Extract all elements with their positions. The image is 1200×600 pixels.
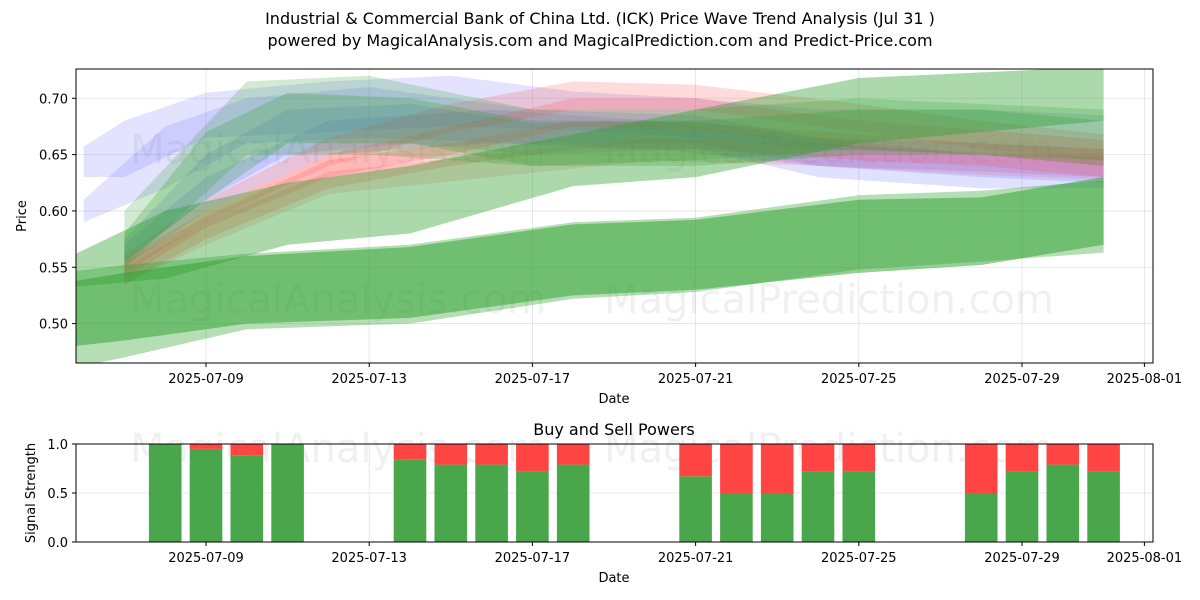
price-band-blue bbox=[124, 103, 1104, 262]
price-band-green bbox=[76, 69, 1104, 287]
buy-power-bar bbox=[434, 464, 468, 542]
price-band-red bbox=[124, 137, 1104, 285]
price-band-blue bbox=[83, 75, 1104, 178]
buy-power-bar bbox=[720, 493, 753, 542]
signal-x-tick-label: 2025-07-13 bbox=[331, 551, 407, 566]
signal-y-axis-label: Signal Strength bbox=[24, 443, 39, 543]
chart-subtitle: powered by MagicalAnalysis.com and Magic… bbox=[267, 31, 933, 50]
price-band-red bbox=[124, 81, 1104, 273]
price-band-red bbox=[124, 120, 1104, 285]
buy-power-bar bbox=[516, 471, 549, 542]
signal-x-axis-label: Date bbox=[598, 571, 629, 586]
signal-x-tick-label: 2025-07-25 bbox=[821, 551, 897, 566]
signal-y-ticks: 0.0 0.5 1.0 bbox=[47, 438, 76, 551]
buy-power-bar bbox=[230, 455, 264, 542]
price-y-tick-label: 0.55 bbox=[39, 261, 68, 276]
sell-power-bar bbox=[842, 444, 876, 472]
price-x-tick-label: 2025-07-09 bbox=[168, 372, 244, 387]
sell-power-bar bbox=[556, 444, 590, 465]
price-x-axis-label: Date bbox=[598, 392, 629, 407]
watermark-analysis-top: MagicalAnalysis.com bbox=[130, 127, 546, 173]
sell-power-bar bbox=[760, 444, 794, 493]
buy-power-bar bbox=[801, 471, 835, 542]
price-band-blue bbox=[124, 109, 1104, 268]
sell-power-bar bbox=[230, 444, 264, 456]
signal-x-tick-label: 2025-08-01 bbox=[1107, 551, 1183, 566]
signal-x-tick-label: 2025-07-21 bbox=[658, 551, 734, 566]
sell-power-bar bbox=[189, 444, 223, 449]
sell-power-bar bbox=[393, 444, 427, 460]
price-x-tick-label: 2025-07-13 bbox=[331, 372, 407, 387]
price-chart: MagicalAnalysis.com MagicalPrediction.co… bbox=[15, 68, 1182, 407]
price-band-green bbox=[124, 75, 1104, 268]
buy-power-bar bbox=[964, 493, 998, 542]
buy-power-bar bbox=[475, 464, 508, 542]
price-y-ticks: 0.50 0.55 0.60 0.65 0.70 bbox=[39, 92, 76, 333]
sell-power-bar bbox=[516, 444, 549, 472]
signal-chart: Buy and Sell Powers MagicalAnalysis.com … bbox=[24, 420, 1182, 586]
sell-power-bar bbox=[801, 444, 835, 472]
signal-x-ticks: 2025-07-09 2025-07-13 2025-07-17 2025-07-21… bbox=[168, 542, 1182, 566]
sell-power-bar bbox=[1087, 444, 1120, 472]
buy-power-bar bbox=[1087, 471, 1120, 542]
signal-y-tick-label: 0.5 bbox=[47, 487, 68, 502]
signal-x-tick-label: 2025-07-17 bbox=[495, 551, 571, 566]
signal-x-tick-label: 2025-07-29 bbox=[984, 551, 1060, 566]
signal-bars bbox=[148, 444, 1120, 542]
sell-power-bar bbox=[1005, 444, 1039, 472]
price-band-green bbox=[124, 92, 1104, 262]
signal-chart-title: Buy and Sell Powers bbox=[533, 420, 695, 439]
signal-y-tick-label: 0.0 bbox=[47, 536, 68, 551]
signal-y-tick-label: 1.0 bbox=[47, 438, 68, 453]
buy-power-bar bbox=[556, 464, 590, 542]
sell-power-bar bbox=[679, 444, 712, 477]
price-x-tick-label: 2025-08-01 bbox=[1107, 372, 1183, 387]
price-bands bbox=[76, 69, 1104, 363]
buy-power-bar bbox=[148, 444, 182, 542]
chart-title: Industrial & Commercial Bank of China Lt… bbox=[265, 9, 935, 28]
sell-power-bar bbox=[434, 444, 468, 465]
buy-power-bar bbox=[189, 448, 223, 542]
price-y-tick-label: 0.50 bbox=[39, 318, 68, 333]
price-band-blue bbox=[83, 87, 1104, 223]
price-x-tick-label: 2025-07-25 bbox=[821, 372, 897, 387]
sell-power-bar bbox=[1046, 444, 1080, 465]
sell-power-bar bbox=[720, 444, 753, 493]
buy-power-bar bbox=[760, 493, 794, 542]
price-x-ticks: 2025-07-09 2025-07-13 2025-07-17 2025-07-21… bbox=[168, 363, 1182, 387]
sell-power-bar bbox=[964, 444, 998, 493]
signal-x-tick-label: 2025-07-09 bbox=[168, 551, 244, 566]
buy-power-bar bbox=[1005, 471, 1039, 542]
price-band-green bbox=[76, 180, 1104, 363]
price-band-red bbox=[124, 98, 1104, 279]
price-y-tick-label: 0.65 bbox=[39, 149, 68, 164]
price-y-tick-label: 0.70 bbox=[39, 92, 68, 107]
price-plot-frame bbox=[75, 68, 1154, 364]
price-y-axis-label: Price bbox=[15, 200, 30, 232]
price-x-tick-label: 2025-07-29 bbox=[984, 372, 1060, 387]
buy-power-bar bbox=[679, 476, 712, 542]
price-y-tick-label: 0.60 bbox=[39, 205, 68, 220]
price-x-tick-label: 2025-07-17 bbox=[495, 372, 571, 387]
price-x-tick-label: 2025-07-21 bbox=[658, 372, 734, 387]
sell-power-bar bbox=[475, 444, 508, 465]
buy-power-bar bbox=[393, 459, 427, 542]
watermark-prediction-top: MagicalPrediction.com bbox=[604, 127, 1054, 173]
buy-power-bar bbox=[1046, 464, 1080, 542]
buy-power-bar bbox=[842, 471, 876, 542]
price-band-green bbox=[76, 177, 1104, 346]
buy-power-bar bbox=[271, 444, 304, 542]
